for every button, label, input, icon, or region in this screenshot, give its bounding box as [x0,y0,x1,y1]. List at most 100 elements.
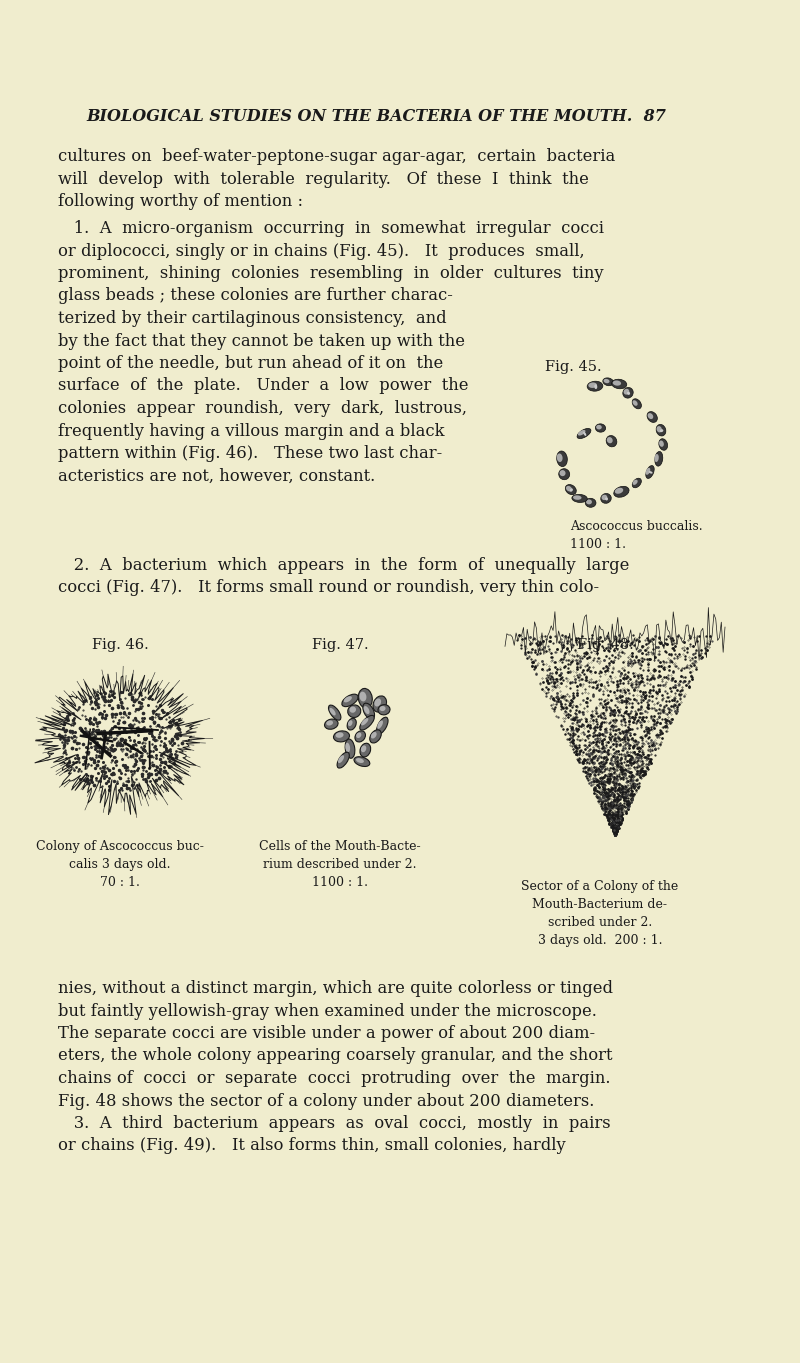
Text: but faintly yellowish-gray when examined under the microscope.: but faintly yellowish-gray when examined… [58,1003,597,1020]
Ellipse shape [356,732,362,737]
Ellipse shape [607,438,613,443]
Ellipse shape [633,480,638,485]
Ellipse shape [572,495,587,503]
Ellipse shape [586,499,596,507]
Text: Fig. 48.: Fig. 48. [577,638,634,652]
Ellipse shape [361,718,368,725]
Text: frequently having a villous margin and a black: frequently having a villous margin and a… [58,423,445,439]
Ellipse shape [337,752,350,769]
Text: Fig. 47.: Fig. 47. [312,638,368,652]
Ellipse shape [364,706,370,714]
Ellipse shape [326,721,333,725]
Text: 2.  A  bacterium  which  appears  in  the  form  of  unequally  large: 2. A bacterium which appears in the form… [58,557,630,574]
Ellipse shape [646,466,654,478]
Ellipse shape [557,451,567,466]
Ellipse shape [370,729,382,743]
Text: glass beads ; these colonies are further charac-: glass beads ; these colonies are further… [58,288,453,304]
Ellipse shape [577,428,591,439]
Text: or diplococci, singly or in chains (Fig. 45).   It  produces  small,: or diplococci, singly or in chains (Fig.… [58,243,585,259]
Ellipse shape [377,717,388,735]
Text: colonies  appear  roundish,  very  dark,  lustrous,: colonies appear roundish, very dark, lus… [58,399,467,417]
Ellipse shape [559,470,566,476]
Ellipse shape [566,484,576,495]
Ellipse shape [345,739,355,758]
Ellipse shape [360,716,374,731]
Text: Fig. 48 shows the sector of a colony under about 200 diameters.: Fig. 48 shows the sector of a colony und… [58,1093,594,1109]
Ellipse shape [624,388,630,395]
Text: acteristics are not, however, constant.: acteristics are not, however, constant. [58,468,375,484]
Ellipse shape [346,743,350,752]
Text: by the fact that they cannot be taken up with the: by the fact that they cannot be taken up… [58,333,465,349]
Ellipse shape [359,691,366,702]
Ellipse shape [633,401,638,406]
Ellipse shape [659,439,667,450]
Text: eters, the whole colony appearing coarsely granular, and the short: eters, the whole colony appearing coarse… [58,1048,613,1065]
Text: The separate cocci are visible under a power of about 200 diam-: The separate cocci are visible under a p… [58,1025,595,1041]
Ellipse shape [348,720,353,726]
Ellipse shape [378,705,390,714]
Ellipse shape [646,468,650,474]
Ellipse shape [338,755,344,763]
Ellipse shape [379,706,386,711]
Ellipse shape [363,703,374,720]
Ellipse shape [329,705,341,720]
Ellipse shape [596,425,602,429]
Ellipse shape [647,412,658,423]
Ellipse shape [656,424,666,436]
Ellipse shape [587,382,603,391]
Ellipse shape [374,698,381,706]
Ellipse shape [570,488,573,492]
Ellipse shape [603,379,610,383]
Ellipse shape [334,731,350,741]
Text: 1.  A  micro-organism  occurring  in  somewhat  irregular  cocci: 1. A micro-organism occurring in somewha… [58,219,604,237]
Text: Cells of the Mouth-Bacte-
rium described under 2.
1100 : 1.: Cells of the Mouth-Bacte- rium described… [259,840,421,889]
Ellipse shape [557,454,562,462]
Ellipse shape [605,497,608,500]
Ellipse shape [355,731,366,741]
Text: Fig. 45.: Fig. 45. [545,360,602,373]
Ellipse shape [356,758,364,763]
Text: will  develop  with  tolerable  regularity.   Of  these  I  think  the: will develop with tolerable regularity. … [58,170,589,188]
Ellipse shape [660,429,663,432]
Ellipse shape [588,383,597,388]
Ellipse shape [347,718,356,731]
Ellipse shape [578,429,586,436]
Ellipse shape [632,478,642,488]
Text: Ascococcus buccalis.
1100 : 1.: Ascococcus buccalis. 1100 : 1. [570,521,702,551]
Ellipse shape [573,495,582,500]
Text: or chains (Fig. 49).   It also forms thin, small colonies, hardly: or chains (Fig. 49). It also forms thin,… [58,1138,566,1154]
Text: Fig. 46.: Fig. 46. [92,638,148,652]
Ellipse shape [558,469,570,480]
Ellipse shape [566,485,572,492]
Ellipse shape [632,399,642,409]
Ellipse shape [586,499,592,504]
Ellipse shape [647,413,654,418]
Ellipse shape [354,756,370,766]
Ellipse shape [325,720,338,729]
Text: nies, without a distinct margin, which are quite colorless or tinged: nies, without a distinct margin, which a… [58,980,613,996]
Text: BIOLOGICAL STUDIES ON THE BACTERIA OF THE MOUTH.  87: BIOLOGICAL STUDIES ON THE BACTERIA OF TH… [86,108,666,125]
Ellipse shape [615,488,623,493]
Ellipse shape [614,487,629,497]
Ellipse shape [358,688,372,707]
Ellipse shape [583,432,586,436]
Text: surface  of  the  plate.   Under  a  low  power  the: surface of the plate. Under a low power … [58,378,469,394]
Ellipse shape [602,495,607,500]
Text: prominent,  shining  colonies  resembling  in  older  cultures  tiny: prominent, shining colonies resembling i… [58,264,604,282]
Ellipse shape [344,696,352,702]
Text: cocci (Fig. 47).   It forms small round or roundish, very thin colo-: cocci (Fig. 47). It forms small round or… [58,579,599,597]
Ellipse shape [350,706,356,713]
Ellipse shape [373,696,386,711]
Text: terized by their cartilaginous consistency,  and: terized by their cartilaginous consisten… [58,309,446,327]
Ellipse shape [657,427,662,432]
Ellipse shape [371,732,377,739]
Ellipse shape [360,743,370,756]
Text: Sector of a Colony of the
Mouth-Bacterium de-
scribed under 2.
3 days old.  200 : Sector of a Colony of the Mouth-Bacteriu… [522,880,678,947]
Ellipse shape [348,705,361,717]
Ellipse shape [613,380,621,386]
Text: cultures on  beef-water-peptone-sugar agar-agar,  certain  bacteria: cultures on beef-water-peptone-sugar aga… [58,149,615,165]
Text: pattern within (Fig. 46).   These two last char-: pattern within (Fig. 46). These two last… [58,444,442,462]
Ellipse shape [595,424,606,432]
Ellipse shape [361,746,366,752]
Ellipse shape [649,472,653,473]
